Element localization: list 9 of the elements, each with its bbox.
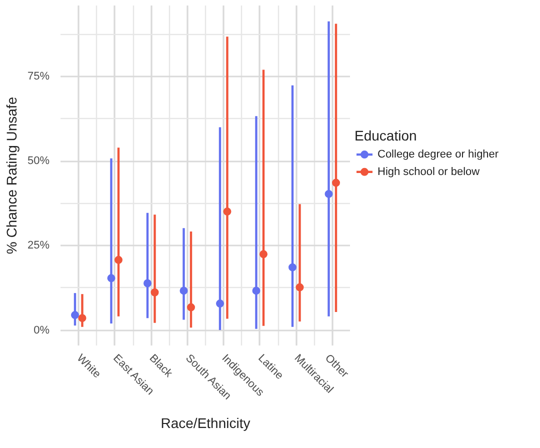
legend-title: Education (354, 128, 417, 144)
legend-label: College degree or higher (378, 148, 499, 161)
y-tick-label: 75% (27, 70, 50, 83)
x-axis-title: Race/Ethnicity (160, 414, 250, 431)
y-tick-label: 25% (27, 240, 50, 252)
y-axis-title: % Chance Rating Unsafe (3, 96, 20, 254)
y-tick-label: 0% (34, 324, 50, 336)
y-tick-label: 50% (27, 155, 50, 168)
legend-label: High school or below (378, 166, 480, 178)
